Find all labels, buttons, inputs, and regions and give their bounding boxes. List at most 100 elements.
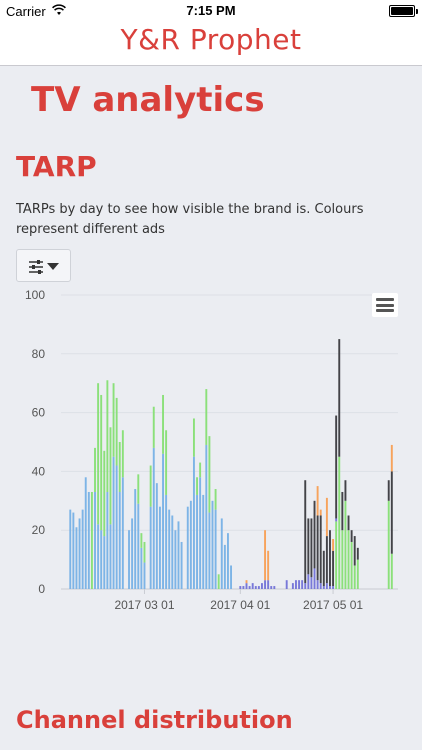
bar-series-2 bbox=[387, 500, 390, 589]
bar-series-2 bbox=[353, 565, 356, 589]
bar-series-1 bbox=[208, 512, 211, 589]
bar-series-2 bbox=[208, 436, 211, 513]
bar-series-4 bbox=[338, 339, 341, 457]
bar-series-3 bbox=[254, 586, 257, 589]
bar-series-5 bbox=[245, 580, 248, 584]
x-tick-label: 2017 03 01 bbox=[114, 598, 174, 612]
clock: 7:15 PM bbox=[186, 3, 236, 18]
bar-series-1 bbox=[140, 547, 143, 589]
bar-series-1 bbox=[134, 489, 137, 589]
bar-series-3 bbox=[248, 586, 251, 589]
bar-series-3 bbox=[322, 586, 325, 589]
bar-series-3 bbox=[245, 583, 248, 589]
bar-series-1 bbox=[137, 503, 140, 589]
bar-series-1 bbox=[84, 477, 87, 589]
bar-series-1 bbox=[226, 533, 229, 589]
bar-series-2 bbox=[356, 559, 359, 589]
carrier-label: Carrier bbox=[6, 4, 46, 19]
nav-bar: Y&R Prophet bbox=[0, 22, 422, 66]
bar-series-2 bbox=[94, 447, 96, 492]
bar-series-3 bbox=[319, 583, 322, 589]
bar-series-2 bbox=[112, 383, 115, 457]
bar-series-1 bbox=[214, 509, 217, 589]
bar-series-1 bbox=[112, 456, 115, 589]
bar-series-4 bbox=[307, 518, 310, 575]
bar-series-4 bbox=[325, 536, 328, 584]
bar-series-1 bbox=[131, 518, 134, 589]
y-tick-label: 40 bbox=[32, 464, 46, 478]
bar-series-4 bbox=[387, 480, 390, 501]
tarp-section-title: TARP bbox=[16, 150, 97, 183]
bar-series-2 bbox=[137, 474, 140, 504]
bar-series-1 bbox=[69, 509, 72, 589]
filter-dropdown-button[interactable] bbox=[16, 249, 71, 282]
bar-series-1 bbox=[189, 500, 192, 589]
bar-series-2 bbox=[109, 427, 112, 525]
tarp-chart: 0 20 40 60 80 100 2017 03 01 2017 04 01 2017 05 … bbox=[25, 288, 398, 612]
bar-series-3 bbox=[267, 580, 270, 589]
bar-series-5 bbox=[264, 530, 267, 581]
bar-series-1 bbox=[230, 565, 233, 589]
bar-series-5 bbox=[267, 550, 270, 581]
bar-series-1 bbox=[202, 494, 205, 589]
bar-series-3 bbox=[291, 583, 294, 589]
bar-series-5 bbox=[325, 497, 328, 537]
bar-series-4 bbox=[319, 515, 322, 584]
bar-series-1 bbox=[211, 500, 214, 589]
bar-series-1 bbox=[158, 506, 161, 589]
bar-series-2 bbox=[214, 489, 217, 510]
bar-series-3 bbox=[257, 586, 260, 589]
bar-series-3 bbox=[242, 586, 245, 589]
bar-series-3 bbox=[273, 586, 276, 589]
bar-series-3 bbox=[239, 586, 242, 589]
bar-series-2 bbox=[344, 500, 347, 589]
bar-series-4 bbox=[353, 536, 356, 566]
bar-series-3 bbox=[285, 580, 288, 589]
y-tick-label: 100 bbox=[25, 288, 45, 302]
bar-series-1 bbox=[174, 530, 177, 589]
bar-series-4 bbox=[329, 530, 331, 587]
bar-series-2 bbox=[199, 462, 202, 478]
bar-series-4 bbox=[310, 518, 313, 578]
bar-series-2 bbox=[341, 530, 344, 589]
bar-series-2 bbox=[100, 394, 103, 531]
bar-series-1 bbox=[109, 524, 112, 589]
chart-menu-button[interactable] bbox=[372, 293, 398, 317]
bar-series-2 bbox=[335, 521, 338, 589]
bar-series-1 bbox=[168, 509, 171, 589]
bar-series-3 bbox=[295, 580, 297, 589]
bar-series-4 bbox=[316, 515, 319, 581]
bar-series-2 bbox=[97, 383, 100, 525]
bar-series-1 bbox=[81, 509, 84, 589]
bar-series-2 bbox=[140, 533, 143, 548]
bar-series-3 bbox=[332, 586, 335, 589]
bar-series-2 bbox=[106, 380, 109, 492]
bar-series-1 bbox=[100, 530, 103, 589]
y-tick-label: 0 bbox=[38, 582, 45, 596]
bar-series-4 bbox=[304, 480, 307, 584]
bar-series-1 bbox=[192, 456, 195, 589]
bar-series-1 bbox=[223, 544, 226, 589]
bar-series-1 bbox=[155, 483, 158, 589]
bar-series-1 bbox=[115, 465, 118, 589]
bar-series-2 bbox=[118, 442, 121, 492]
bar-series-3 bbox=[310, 577, 313, 589]
bar-series-4 bbox=[350, 530, 353, 542]
bar-series-2 bbox=[121, 430, 124, 478]
bar-series-3 bbox=[298, 580, 301, 589]
bar-series-2 bbox=[390, 553, 393, 589]
bar-series-5 bbox=[390, 444, 393, 472]
bar-series-2 bbox=[165, 430, 168, 495]
bar-series-3 bbox=[264, 580, 267, 589]
bar-series-1 bbox=[106, 491, 109, 589]
bar-series-1 bbox=[87, 491, 90, 589]
bar-series-1 bbox=[152, 447, 155, 589]
bar-series-1 bbox=[143, 562, 146, 589]
channel-distribution-title: Channel distribution bbox=[16, 706, 293, 734]
bar-series-1 bbox=[103, 536, 106, 589]
bar-series-5 bbox=[332, 539, 335, 551]
bar-series-4 bbox=[313, 500, 316, 569]
bar-series-1 bbox=[199, 477, 202, 589]
bar-series-1 bbox=[205, 444, 208, 589]
bar-series-3 bbox=[251, 583, 254, 589]
